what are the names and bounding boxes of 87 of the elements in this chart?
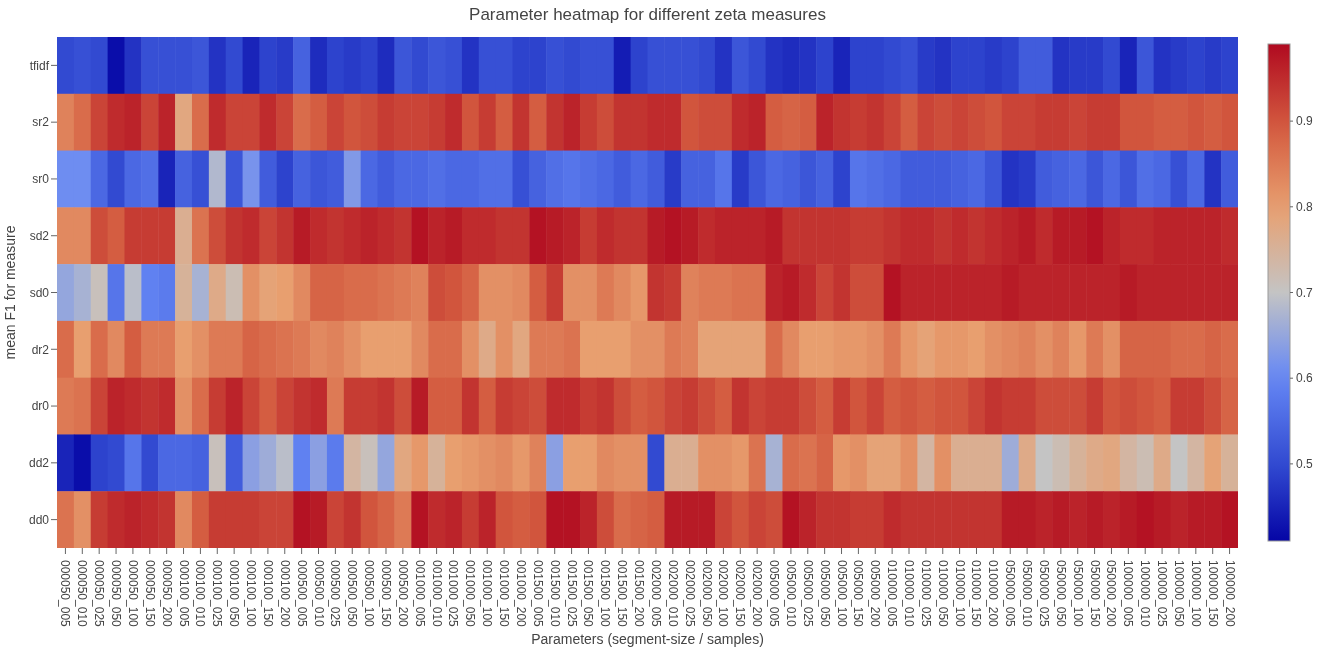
chart-title: Parameter heatmap for different zeta measures [469, 5, 826, 24]
x-tick-label: 001500_200 [632, 560, 647, 628]
x-tick-label: 002000_100 [716, 560, 731, 628]
x-tick-label: 001500_025 [564, 560, 579, 628]
x-tick-label: 000050_010 [75, 560, 90, 628]
x-tick-label: 002000_010 [665, 560, 680, 628]
x-tick-label: 001000_100 [480, 560, 495, 628]
x-tick-label: 100000_025 [1155, 560, 1170, 628]
x-tick-label: 001500_050 [581, 560, 596, 628]
x-tick-label: 000050_150 [142, 560, 157, 628]
x-tick-label: 005000_200 [868, 560, 883, 628]
x-tick-label: 000500_010 [311, 560, 326, 628]
x-tick-label: 100000_010 [1138, 560, 1153, 628]
x-tick-label: 000050_025 [92, 560, 107, 628]
x-tick-label: 001000_010 [429, 560, 444, 628]
x-tick-label: 000100_005 [176, 560, 191, 628]
x-tick-label: 002000_200 [750, 560, 765, 628]
x-tick-label: 000100_025 [210, 560, 225, 628]
y-tick-label: dd0 [28, 512, 50, 527]
x-tick-label: 001500_100 [598, 560, 613, 628]
x-tick-label: 005000_025 [800, 560, 815, 628]
x-tick-label: 005000_050 [817, 560, 832, 628]
x-tick-label: 001000_150 [497, 560, 512, 628]
y-tick-label: dr2 [31, 342, 50, 357]
x-tick-label: 100000_100 [1188, 560, 1203, 628]
x-tick-label: 001000_025 [446, 560, 461, 628]
y-tick-label: sd0 [29, 285, 50, 300]
x-tick-label: 001500_150 [615, 560, 630, 628]
x-tick-label: 000050_100 [125, 560, 140, 628]
y-tick-label: dd2 [28, 456, 50, 471]
x-tick-label: 000050_200 [159, 560, 174, 628]
x-tick-label: 010000_025 [918, 560, 933, 628]
x-tick-label: 001000_050 [463, 560, 478, 628]
x-tick-label: 050000_150 [1087, 560, 1102, 628]
color-bar-label: 0.9 [1296, 114, 1314, 129]
x-tick-label: 050000_200 [1104, 560, 1119, 628]
x-tick-label: 100000_150 [1205, 560, 1220, 628]
y-axis-title: mean F1 for measure [1, 225, 18, 360]
x-tick-label: 000500_025 [328, 560, 343, 628]
x-tick-label: 000100_050 [227, 560, 242, 628]
x-tick-label: 000500_100 [362, 560, 377, 628]
x-tick-label: 050000_005 [1003, 560, 1018, 628]
x-tick-label: 010000_010 [902, 560, 917, 628]
y-tick-label: sr2 [32, 115, 50, 130]
x-tick-label: 010000_005 [885, 560, 900, 628]
x-tick-label: 100000_005 [1121, 560, 1136, 628]
color-bar-label: 0.6 [1296, 371, 1314, 386]
x-tick-label: 001000_200 [513, 560, 528, 628]
x-tick-label: 002000_150 [733, 560, 748, 628]
x-tick-label: 000500_005 [294, 560, 309, 628]
color-bar-label: 0.5 [1296, 456, 1314, 471]
x-tick-label: 000050_050 [109, 560, 124, 628]
x-tick-label: 000500_150 [378, 560, 393, 628]
x-tick-label: 001000_005 [412, 560, 427, 628]
x-tick-label: 002000_050 [699, 560, 714, 628]
x-tick-label: 005000_150 [851, 560, 866, 628]
x-tick-label: 000050_005 [58, 560, 73, 628]
y-tick-label: dr0 [31, 399, 50, 414]
x-tick-label: 005000_100 [834, 560, 849, 628]
x-tick-label: 001500_005 [530, 560, 545, 628]
y-tick-label: sr0 [32, 172, 50, 187]
x-tick-label: 001500_010 [547, 560, 562, 628]
x-tick-label: 005000_005 [767, 560, 782, 628]
x-tick-label: 050000_010 [1020, 560, 1035, 628]
x-tick-label: 002000_005 [648, 560, 663, 628]
x-tick-label: 050000_025 [1036, 560, 1051, 628]
x-tick-label: 000100_150 [260, 560, 275, 628]
x-tick-label: 002000_025 [682, 560, 697, 628]
x-tick-label: 005000_010 [783, 560, 798, 628]
x-tick-label: 100000_200 [1222, 560, 1237, 628]
x-tick-label: 000500_200 [395, 560, 410, 628]
x-axis-title: Parameters (segment-size / samples) [531, 631, 764, 647]
color-bar-label: 0.8 [1296, 199, 1314, 214]
x-tick-label: 100000_050 [1171, 560, 1186, 628]
color-bar-label: 0.7 [1296, 285, 1314, 300]
x-tick-label: 010000_150 [969, 560, 984, 628]
x-tick-label: 050000_100 [1070, 560, 1085, 628]
y-tick-label: sd2 [29, 228, 50, 243]
y-tick-label: tfidf [29, 58, 50, 73]
x-tick-label: 000100_100 [244, 560, 259, 628]
x-tick-label: 010000_200 [986, 560, 1001, 628]
x-tick-label: 050000_050 [1053, 560, 1068, 628]
x-tick-label: 000100_010 [193, 560, 208, 628]
x-tick-label: 000100_200 [277, 560, 292, 628]
x-tick-label: 000500_050 [345, 560, 360, 628]
x-tick-label: 010000_100 [952, 560, 967, 628]
x-tick-label: 010000_050 [935, 560, 950, 628]
